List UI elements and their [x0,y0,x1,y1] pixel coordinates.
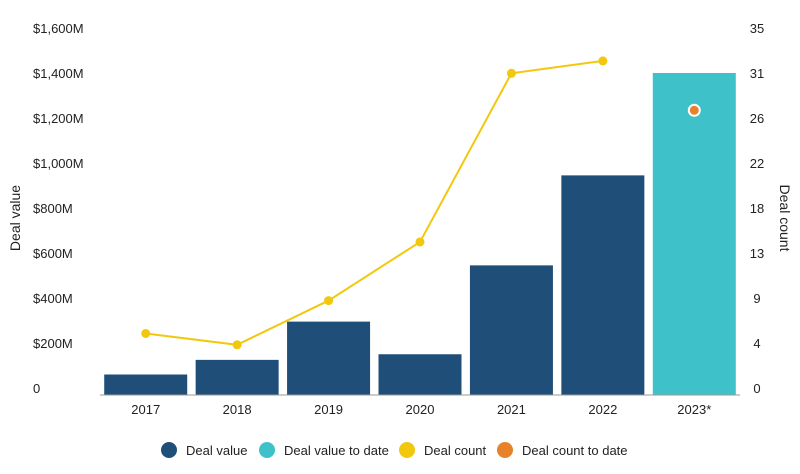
y2-tick-label: 9 [753,291,760,306]
legend-swatch [161,442,177,458]
legend-label: Deal value [186,443,247,458]
y-axis-ticks: 0 $200M $400M $600M $800M $1,000M $1,200M $1,40… [33,21,84,396]
y2-tick-label: 13 [750,246,764,261]
y-tick-label: $1,000M [33,156,84,171]
y2-tick-label: 26 [750,111,764,126]
x-tick-label: 2020 [406,402,435,417]
bar-deal-value-2022 [561,175,645,395]
bar-deal-value-2021 [469,265,553,395]
y-tick-label: $200M [33,336,73,351]
x-axis-ticks: 2017 2018 2019 2020 2021 2022 2023* [131,402,711,417]
legend: Deal value Deal value to date Deal count De… [161,442,628,458]
y2-tick-label: 4 [753,336,760,351]
legend-swatch [497,442,513,458]
line-deal-count [145,59,603,346]
y-tick-label: $600M [33,246,73,261]
y2-axis-ticks: 0 4 9 13 18 22 26 31 35 [750,21,764,396]
point-deal-count [598,56,608,66]
point-deal-count [324,296,334,306]
y2-tick-label: 31 [750,66,764,81]
y2-tick-label: 35 [750,21,764,36]
legend-label: Deal count [424,443,487,458]
bar-deal-value-2018 [195,359,279,395]
point-deal-count-to-date [687,103,701,117]
y-tick-label: $1,200M [33,111,84,126]
point-deal-count [415,237,425,247]
bar-deal-value-2020 [378,354,462,395]
bars-group [104,73,736,395]
bar-deal-value-2017 [104,374,188,395]
y-axis-title: Deal value [7,185,23,251]
y-tick-label: $1,400M [33,66,84,81]
x-tick-label: 2018 [223,402,252,417]
point-deal-count [506,68,516,78]
point-deal-count [232,340,242,350]
legend-label: Deal value to date [284,443,389,458]
bar-deal-value-to-date-2023 [652,73,736,395]
legend-swatch [399,442,415,458]
legend-swatch [259,442,275,458]
x-tick-label: 2022 [588,402,617,417]
legend-label: Deal count to date [522,443,628,458]
x-tick-label: 2017 [131,402,160,417]
y2-tick-label: 18 [750,201,764,216]
x-tick-label: 2023* [677,402,711,417]
x-tick-label: 2019 [314,402,343,417]
line-layer [141,56,701,350]
y-tick-label: $1,600M [33,21,84,36]
y2-tick-label: 0 [753,381,760,396]
x-tick-label: 2021 [497,402,526,417]
y-tick-label: $800M [33,201,73,216]
y-tick-label: $400M [33,291,73,306]
y-tick-label: 0 [33,381,40,396]
bar-deal-value-2019 [287,321,371,395]
point-deal-count [141,328,151,338]
y2-axis-title: Deal count [777,185,793,252]
y2-tick-label: 22 [750,156,764,171]
